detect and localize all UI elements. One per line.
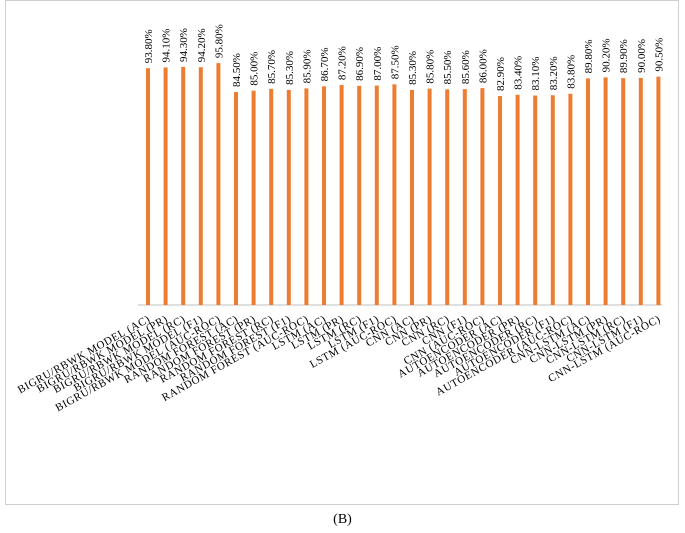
data-label: 85.90% <box>301 49 313 83</box>
data-label: 85.60% <box>460 50 472 84</box>
bar <box>656 76 661 305</box>
data-label: 83.20% <box>548 56 560 90</box>
x-tick-labels: BIGRU/RBWK MODEL (AC)BIGRU/RBWK MODEL (P… <box>16 313 663 414</box>
data-label: 95.80% <box>213 24 225 58</box>
data-label: 85.00% <box>249 52 261 86</box>
bar <box>480 88 485 306</box>
bar <box>163 67 168 305</box>
bar <box>638 77 643 305</box>
data-label: 94.20% <box>196 28 208 62</box>
data-label: 86.70% <box>319 47 331 81</box>
bar <box>286 89 291 305</box>
bar <box>568 93 573 305</box>
data-label: 87.50% <box>389 45 401 79</box>
data-label: 87.20% <box>337 46 349 80</box>
bar <box>269 88 274 305</box>
data-label: 89.80% <box>583 40 595 74</box>
bar <box>533 95 538 305</box>
bar <box>498 96 502 305</box>
bar <box>586 78 590 306</box>
data-label: 93.80% <box>143 29 155 63</box>
data-label: 83.10% <box>530 57 542 91</box>
bar-series <box>146 63 661 306</box>
figure-caption: (B) <box>333 512 352 527</box>
bar-chart: 93.80% 94.10% 94.30% 94.20% 95.80% 84.50% 85.0… <box>16 24 666 414</box>
data-label: 84.50% <box>231 53 243 87</box>
bar <box>198 67 203 305</box>
bar <box>146 68 150 305</box>
data-label: 83.40% <box>513 56 525 90</box>
bar <box>603 77 608 305</box>
bar <box>251 90 256 306</box>
data-label: 90.20% <box>601 38 613 72</box>
data-label: 85.50% <box>442 50 454 84</box>
bar <box>550 95 555 306</box>
bar <box>621 78 626 305</box>
bar <box>181 66 186 305</box>
bar <box>392 84 397 305</box>
data-label: 87.00% <box>372 47 384 81</box>
data-label: 86.00% <box>477 49 489 83</box>
data-label: 86.90% <box>354 47 366 81</box>
bar <box>322 86 326 305</box>
data-label: 94.10% <box>161 29 173 63</box>
bar <box>357 85 362 305</box>
bar <box>339 85 344 305</box>
data-label: 85.30% <box>407 51 419 85</box>
bar <box>374 85 379 306</box>
bar <box>304 88 309 305</box>
bar <box>462 89 467 305</box>
data-label: 83.80% <box>565 55 577 89</box>
data-label: 85.80% <box>425 50 437 84</box>
bar <box>427 88 432 305</box>
data-labels: 93.80% 94.10% 94.30% 94.20% 95.80% 84.50% 85.0… <box>143 24 665 91</box>
data-label: 85.70% <box>266 50 278 84</box>
data-label: 82.90% <box>495 57 507 91</box>
bar <box>234 91 238 306</box>
data-label: 90.50% <box>653 38 665 72</box>
data-label: 89.90% <box>618 39 630 73</box>
data-label: 90.00% <box>636 39 648 73</box>
bar <box>410 89 414 305</box>
bar <box>515 94 520 305</box>
bar <box>216 63 221 305</box>
data-label: 94.30% <box>178 28 190 62</box>
bar <box>445 89 450 306</box>
data-label: 85.30% <box>284 51 296 85</box>
